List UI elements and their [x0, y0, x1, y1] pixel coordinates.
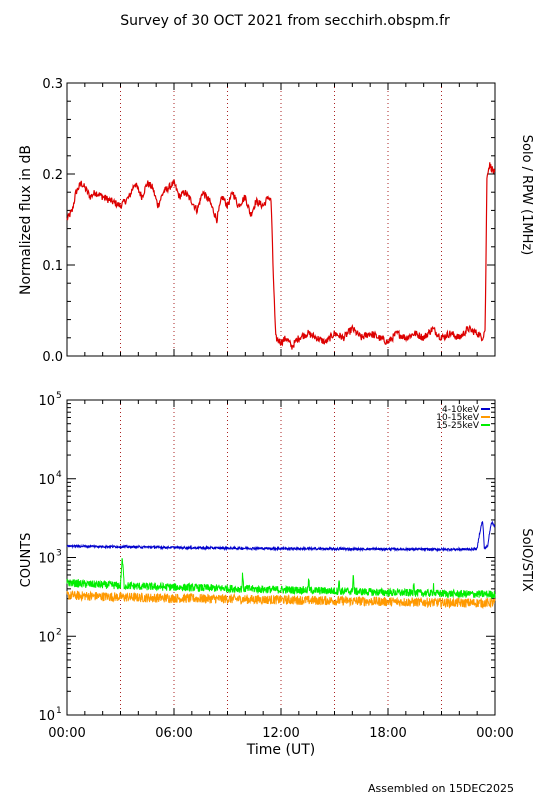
x-axis-label: Time (UT)	[246, 742, 315, 758]
time-tick-label: 00:00	[48, 726, 85, 741]
assembled-footer: Assembled on 15DEC2025	[368, 782, 514, 795]
stix-y-tick-label: 10	[38, 394, 55, 409]
stix-series-10-15keV	[66, 590, 496, 610]
stix-y-axis-label: COUNTS	[19, 533, 34, 588]
legend-label: 15-25keV	[436, 421, 480, 431]
stix-series-4-10keV	[66, 520, 496, 553]
rpw-y-axis-label: Normalized flux in dB	[18, 145, 34, 295]
stix-instrument-label: SolO/STIX	[519, 528, 534, 591]
stix-time-guides	[120, 400, 442, 715]
stix-y-tick-label: 10	[38, 630, 55, 645]
stix-y-tick-exponent: 3	[56, 549, 62, 559]
stix-y-tick-label: 10	[38, 709, 55, 724]
time-tick-labels: 00:00 06:00 12:00 18:00 00:00	[48, 726, 513, 741]
time-tick-label: 12:00	[262, 726, 299, 741]
time-tick-label: 18:00	[369, 726, 406, 741]
rpw-time-guides	[120, 83, 442, 356]
stix-count-lines	[66, 520, 496, 610]
stix-y-tick-exponent: 5	[56, 391, 62, 401]
rpw-y-tick-label: 0.0	[42, 350, 63, 365]
stix-y-tick-exponent: 2	[56, 627, 62, 637]
legend-label: 4-10keV	[442, 405, 480, 415]
rpw-axis-ticks: 0.0 0.1 0.2 0.3	[42, 77, 496, 365]
rpw-y-tick-label: 0.2	[42, 168, 63, 183]
stix-y-tick-label: 10	[38, 473, 55, 488]
figure-title: Survey of 30 OCT 2021 from secchirh.obsp…	[120, 13, 450, 29]
rpw-flux-line	[66, 162, 496, 350]
rpw-instrument-label: Solo / RPW (1MHz)	[519, 135, 534, 256]
rpw-y-tick-label: 0.1	[42, 259, 63, 274]
time-tick-label: 00:00	[476, 726, 513, 741]
stix-y-tick-exponent: 1	[56, 706, 62, 716]
rpw-y-tick-label: 0.3	[42, 77, 63, 92]
stix-plot-frame	[66, 399, 496, 716]
stix-y-tick-exponent: 4	[56, 470, 62, 480]
stix-series-15-25keV	[66, 558, 496, 600]
legend-label: 10-15keV	[436, 413, 480, 423]
stix-y-tick-label: 10	[38, 552, 55, 567]
time-tick-label: 06:00	[155, 726, 192, 741]
